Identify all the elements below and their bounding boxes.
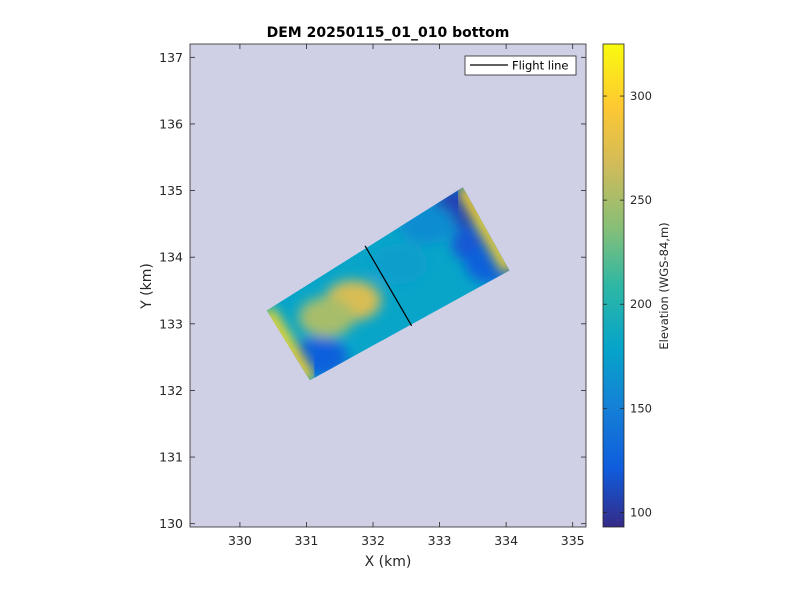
y-axis-label: Y (km) xyxy=(139,263,155,310)
plot-area: 330 331 332 333 334 335 130 131 132 133 134 135 136… xyxy=(159,43,587,548)
x-axis-ticks: 330 331 332 333 334 335 xyxy=(228,44,585,548)
x-tick-label: 334 xyxy=(494,533,518,548)
colorbar-ticks: 100 150 200 250 300 xyxy=(603,89,652,519)
legend-label: Flight line xyxy=(512,59,569,73)
legend: Flight line xyxy=(464,55,577,76)
chart-title: DEM 20250115_01_010 bottom xyxy=(267,25,510,41)
colorbar-tick-label: 250 xyxy=(630,193,652,207)
colorbar-tick-label: 100 xyxy=(630,505,652,519)
y-tick-label: 132 xyxy=(159,383,183,398)
colorbar-tick-label: 300 xyxy=(630,89,652,103)
flight-line xyxy=(364,245,413,327)
colorbar-gradient xyxy=(602,43,625,528)
legend-box xyxy=(464,55,577,76)
colorbar: 100 150 200 250 300 Elevation (WGS-84,m) xyxy=(602,43,671,528)
x-tick-label: 330 xyxy=(228,533,252,548)
dem-feature-2 xyxy=(371,243,428,284)
y-axis-ticks: 130 131 132 133 134 135 136 137 xyxy=(159,50,586,531)
x-axis-label: X (km) xyxy=(365,554,412,570)
x-tick-label: 331 xyxy=(295,533,319,548)
colorbar-label: Elevation (WGS-84,m) xyxy=(657,222,671,349)
y-tick-label: 133 xyxy=(159,316,183,331)
y-tick-label: 135 xyxy=(159,183,183,198)
y-tick-label: 130 xyxy=(159,516,183,531)
colorbar-tick-label: 200 xyxy=(630,297,652,311)
plot-frame xyxy=(189,43,587,528)
y-tick-label: 136 xyxy=(159,116,183,131)
y-tick-label: 131 xyxy=(159,450,183,465)
x-tick-label: 333 xyxy=(428,533,452,548)
x-tick-label: 335 xyxy=(561,533,585,548)
y-tick-label: 134 xyxy=(159,250,183,265)
y-tick-label: 137 xyxy=(159,50,183,65)
dem-feature-1 xyxy=(298,297,355,338)
x-tick-label: 332 xyxy=(361,533,385,548)
colorbar-tick-label: 150 xyxy=(630,401,652,415)
